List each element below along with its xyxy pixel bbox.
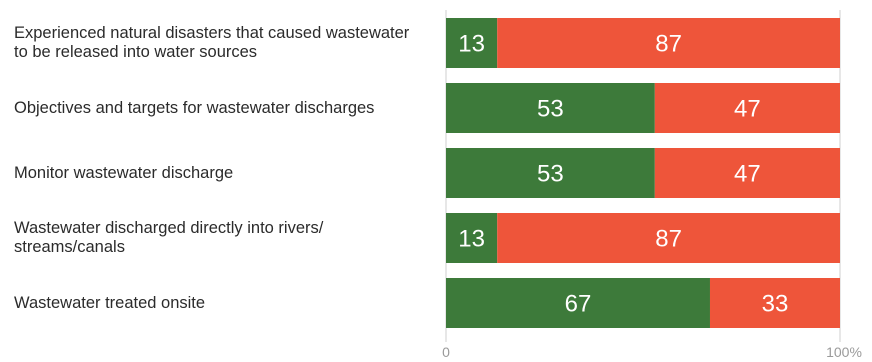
bar-segment [446, 148, 655, 198]
data-label: 33 [762, 291, 789, 318]
bar-segment [654, 83, 840, 133]
bar-segment [497, 18, 840, 68]
data-label: 47 [734, 96, 761, 123]
bar-segment [709, 278, 840, 328]
category-label: Wastewater treated onsite [14, 293, 206, 312]
category-label: Wastewater discharged directly into rive… [14, 219, 324, 256]
bar-segment [654, 148, 840, 198]
bar-segment [497, 213, 840, 263]
data-label: 87 [655, 31, 682, 58]
data-label: 53 [537, 161, 564, 188]
data-label: 13 [458, 31, 485, 58]
category-label: Experienced natural disasters that cause… [14, 24, 410, 61]
bar-segment [446, 278, 710, 328]
data-label: 47 [734, 161, 761, 188]
x-tick-label: 100% [826, 344, 862, 360]
bar-segment [446, 83, 655, 133]
category-label: Objectives and targets for wastewater di… [14, 98, 375, 117]
category-label: Monitor wastewater discharge [14, 163, 234, 182]
bar-segment [446, 18, 498, 68]
data-label: 87 [655, 226, 682, 253]
data-label: 67 [565, 291, 592, 318]
x-tick-label: 0 [442, 344, 450, 360]
data-label: 13 [458, 226, 485, 253]
bar-segment [446, 213, 498, 263]
data-label: 53 [537, 96, 564, 123]
